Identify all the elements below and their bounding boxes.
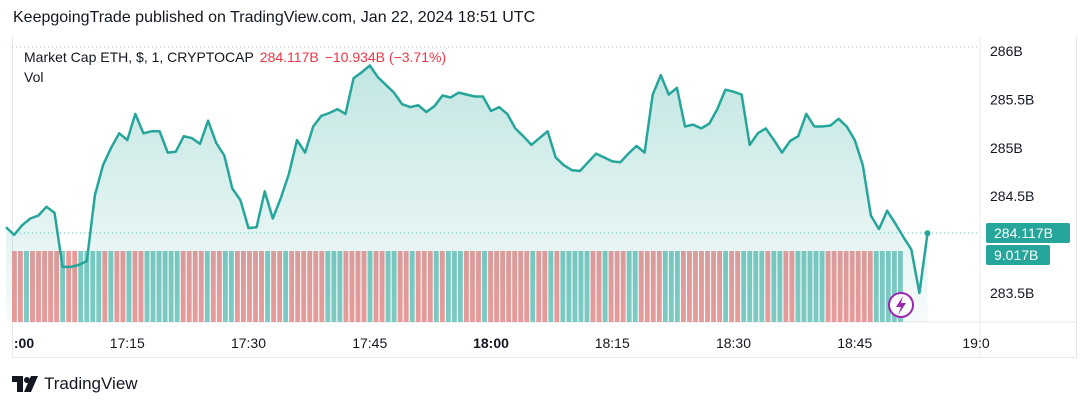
- axes: 286B 285.5B 285B 284.5B 283.5B :00 17:15 17:30 1…: [14, 43, 1034, 351]
- x-tick-label: 18:45: [837, 335, 872, 351]
- volume-tag: 9.017B: [986, 245, 1050, 265]
- brand-name: TradingView: [44, 374, 138, 393]
- chart-legend: Market Cap ETH, $, 1, CRYPTOCAP 284.117B −…: [24, 47, 446, 87]
- x-tick-label: 17:30: [231, 335, 266, 351]
- price-tag-text: 284.117B: [994, 225, 1053, 241]
- x-tick-label: :00: [14, 335, 34, 351]
- volume-tag-text: 9.017B: [994, 247, 1038, 263]
- symbol-label[interactable]: Market Cap ETH, $, 1, CRYPTOCAP: [24, 49, 254, 65]
- price-line: [5, 64, 929, 295]
- change-value: −10.934B (−3.71%): [324, 49, 447, 65]
- y-tick-label: 284.5B: [990, 188, 1034, 204]
- price-tags: 284.117B 9.017B: [986, 223, 1070, 265]
- x-tick-label: 18:15: [595, 335, 630, 351]
- last-value: 284.117B: [259, 49, 319, 65]
- last-point: [924, 230, 931, 237]
- chart-frame: [12, 36, 1077, 358]
- price-area-fill: [6, 65, 928, 322]
- price-tag: 284.117B: [986, 223, 1070, 243]
- x-tick-label: 17:15: [110, 335, 145, 351]
- volume-legend-label[interactable]: Vol: [24, 69, 44, 85]
- price-area: [5, 64, 931, 322]
- x-tick-label: 19:0: [962, 335, 989, 351]
- y-tick-label: 285B: [990, 140, 1023, 156]
- x-tick-label: 17:45: [352, 335, 387, 351]
- y-tick-label: 285.5B: [990, 91, 1034, 107]
- publish-header: KeepgoingTrade published on TradingView.…: [13, 9, 536, 26]
- y-tick-label: 286B: [990, 43, 1023, 59]
- tradingview-logo-icon: [12, 376, 38, 392]
- lightning-icon[interactable]: [888, 292, 914, 318]
- y-tick-label: 283.5B: [990, 285, 1034, 301]
- x-tick-label: 18:00: [473, 335, 509, 351]
- x-tick-label: 18:30: [716, 335, 751, 351]
- footer-brand[interactable]: TradingView: [12, 374, 138, 394]
